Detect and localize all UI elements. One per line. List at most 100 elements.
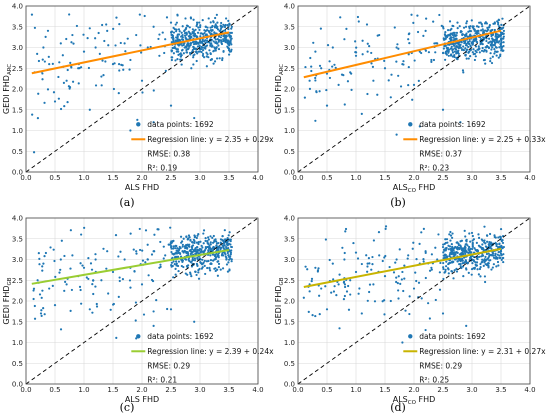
scatter-point: [107, 292, 110, 295]
scatter-point: [343, 283, 347, 286]
x-tick-label: 2.5: [437, 386, 448, 394]
scatter-point: [442, 254, 445, 257]
scatter-point: [393, 26, 396, 29]
scatter-point: [158, 33, 161, 36]
scatter-point: [468, 27, 471, 30]
scatter-point: [308, 79, 311, 82]
scatter-point: [40, 314, 43, 317]
scatter-point: [129, 232, 132, 235]
scatter-point: [501, 17, 504, 20]
scatter-point: [495, 244, 498, 248]
scatter-point: [491, 266, 494, 269]
scatter-point: [458, 25, 461, 28]
scatter-point: [174, 59, 177, 62]
scatter-point: [446, 267, 450, 270]
scatter-point: [138, 227, 141, 231]
scatter-point: [211, 45, 214, 48]
scatter-point: [464, 259, 467, 262]
scatter-point: [186, 252, 190, 255]
scatter-point: [487, 262, 490, 265]
scatter-point: [106, 250, 109, 253]
scatter-point: [226, 270, 230, 273]
scatter-point: [66, 101, 69, 104]
scatter-point: [214, 16, 217, 20]
scatter-point: [201, 38, 204, 41]
scatter-point: [152, 310, 155, 313]
scatter-point: [198, 257, 201, 260]
y-tick-label: 1.5: [284, 106, 295, 114]
scatter-point: [198, 28, 201, 31]
scatter-point: [420, 231, 423, 234]
scatter-point: [87, 277, 90, 281]
scatter-point: [447, 54, 450, 57]
scatter-point: [101, 23, 104, 27]
scatter-point: [174, 273, 177, 276]
scatter-point: [485, 50, 488, 53]
scatter-point: [228, 231, 231, 234]
scatter-point: [32, 297, 35, 301]
scatter-point: [164, 38, 167, 41]
scatter-point: [471, 234, 474, 238]
scatter-point: [444, 238, 447, 241]
scatter-point: [501, 256, 504, 260]
scatter-point: [209, 235, 212, 238]
scatter-point: [399, 282, 402, 285]
scatter-point: [221, 58, 224, 62]
scatter-point: [68, 13, 71, 16]
scatter-point: [354, 54, 358, 57]
x-tick-label: 2.5: [437, 174, 448, 182]
scatter-point: [464, 252, 467, 255]
one-to-one-line: [25, 5, 259, 173]
scatter-point: [196, 45, 200, 48]
scatter-point: [201, 262, 204, 265]
scatter-point: [460, 248, 463, 252]
scatter-point: [450, 45, 453, 48]
scatter-point: [402, 60, 405, 63]
scatter-point: [217, 266, 220, 269]
scatter-point: [395, 46, 398, 49]
scatter-point: [343, 251, 346, 255]
scatter-point: [205, 39, 209, 42]
scatter-point: [226, 236, 229, 240]
scatter-point: [37, 92, 40, 95]
scatter-point: [209, 42, 212, 46]
scatter-point: [434, 246, 437, 249]
y-axis-label: GEDI FHDGB: [2, 277, 13, 324]
scatter-point: [395, 133, 398, 136]
scatter-point: [497, 23, 500, 26]
scatter-point: [450, 252, 453, 255]
scatter-point: [208, 49, 211, 52]
scatter-point: [481, 243, 484, 246]
x-tick-label: 1.0: [78, 386, 89, 394]
scatter-point: [343, 103, 346, 106]
scatter-point: [219, 36, 223, 39]
y-tick-label: 1.0: [12, 339, 23, 347]
scatter-point: [88, 27, 91, 30]
scatter-point: [47, 55, 50, 58]
scatter-point: [472, 48, 475, 51]
scatter-point: [355, 51, 358, 54]
scatter-point: [498, 242, 501, 245]
scatter-point: [102, 247, 105, 250]
scatter-point: [117, 295, 120, 298]
scatter-point: [473, 28, 476, 31]
scatter-point: [442, 261, 445, 265]
scatter-point: [197, 268, 200, 272]
scatter-point: [152, 324, 155, 327]
scatter-point: [59, 42, 62, 45]
scatter-point: [448, 33, 451, 36]
scatter-point: [328, 258, 331, 262]
scatter-point: [80, 233, 83, 236]
scatter-point: [451, 270, 454, 273]
scatter-point: [466, 48, 469, 51]
scatter-point: [200, 244, 203, 247]
scatter-point: [69, 61, 72, 64]
scatter-point: [189, 271, 192, 274]
panel-caption: (b): [390, 196, 406, 209]
scatter-point: [468, 34, 471, 37]
scatter-point: [222, 38, 225, 41]
scatter-point: [477, 236, 481, 239]
scatter-point: [474, 263, 477, 266]
scatter-point: [451, 48, 455, 51]
scatter-point: [195, 59, 198, 63]
